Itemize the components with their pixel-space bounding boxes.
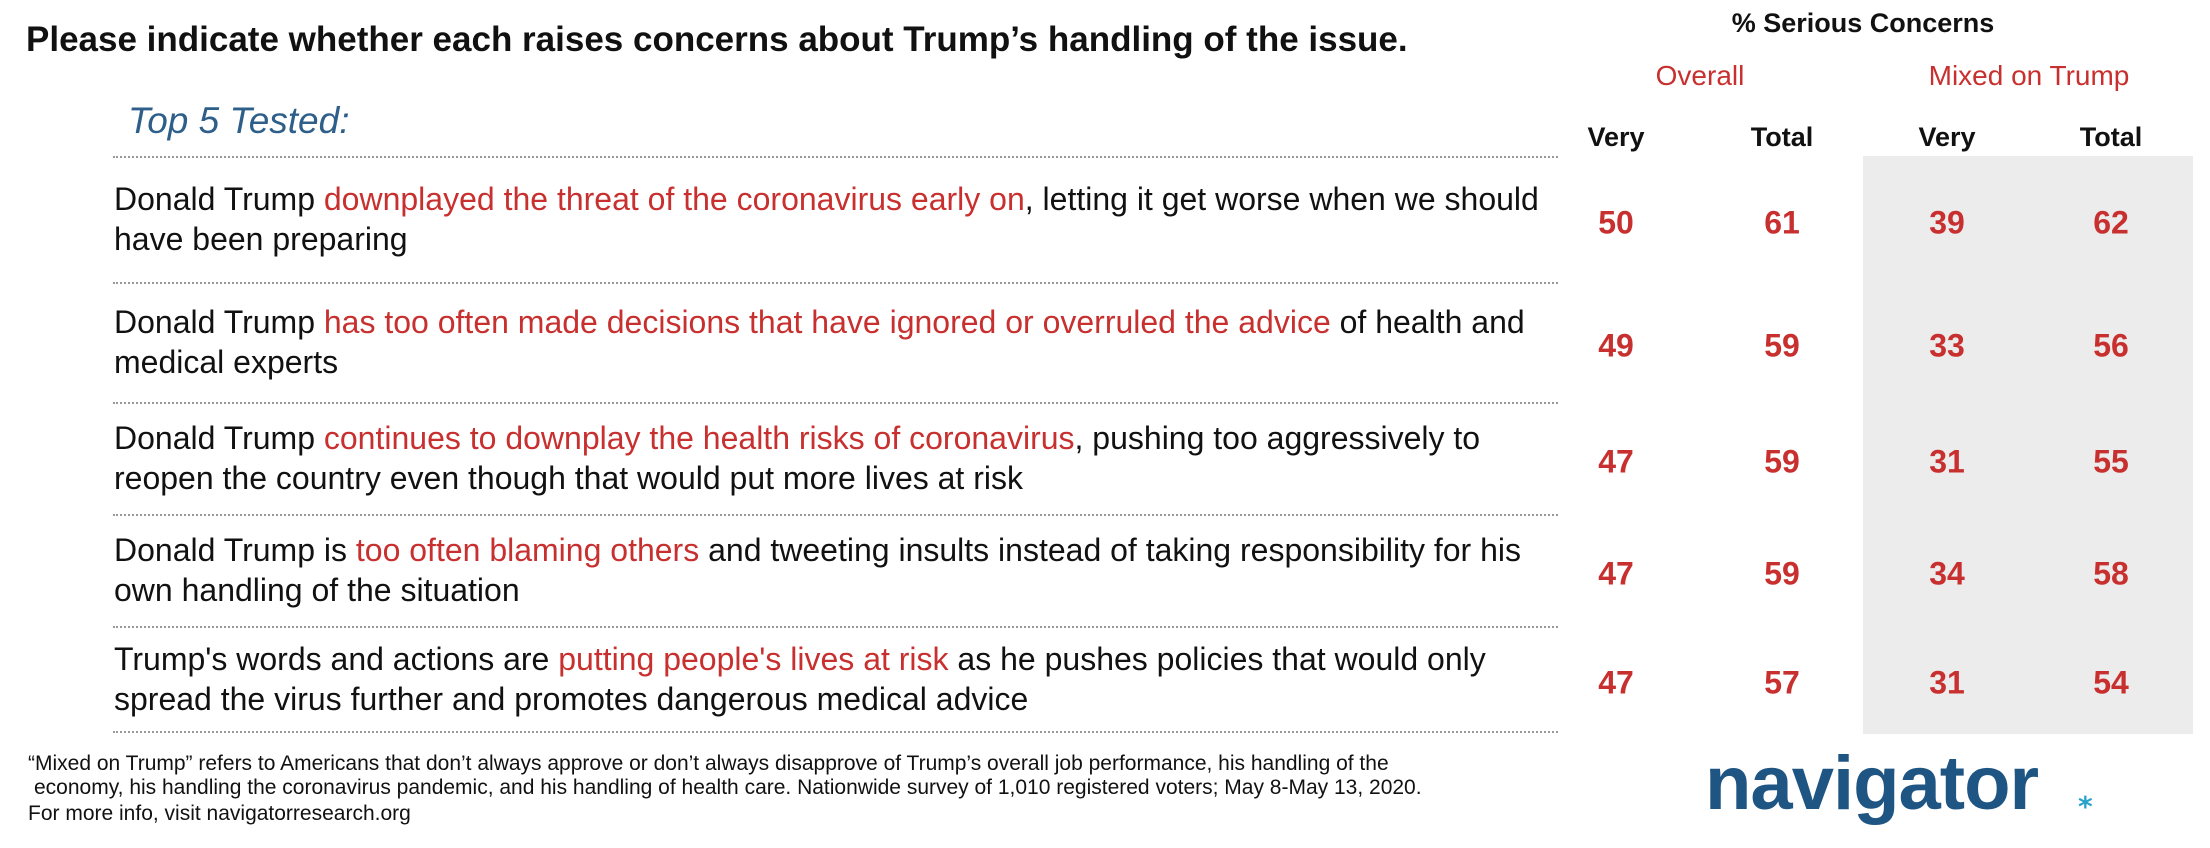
value: 57 [1764,664,1800,700]
value: 47 [1598,443,1634,480]
row: Trump's words and actions are putting pe… [114,626,1564,731]
footnote: economy, his handling the coronavirus pa… [34,776,1422,799]
row-divider [113,514,1558,516]
row: Donald Trump is too often blaming others… [114,514,1564,626]
statement-text: of health and medical experts [114,304,1525,380]
statement-highlight: too often blaming others [355,532,700,568]
statement-text: as he pushes policies that would only sp… [114,640,1486,717]
statement-text: , letting it get worse when we should ha… [114,181,1539,257]
statement: Trump's words and actions are putting pe… [114,639,1564,719]
value: 31 [1929,443,1965,480]
value: 61 [1764,204,1800,241]
value: 58 [2093,555,2129,592]
value: 47 [1598,664,1634,700]
row-divider [113,731,1558,733]
value: 62 [2093,204,2129,241]
statement-text: Donald Trump [114,420,324,456]
column-header: Very [1918,122,1976,152]
footnote: “Mixed on Trump” refers to Americans tha… [28,752,1389,775]
row-divider [113,402,1558,404]
statement-highlight: putting people's lives at risk [558,640,949,677]
statement-text: Donald Trump is [114,532,356,568]
statement-highlight: continues to downplay the health risks o… [323,420,1075,456]
value: 54 [2093,664,2129,700]
column-header: Total [2079,122,2143,152]
statement-text: Donald Trump [114,304,324,340]
row-divider [113,156,1558,158]
value: 34 [1929,555,1965,592]
statement-highlight: has too often made decisions that have i… [323,304,1331,340]
value: 39 [1929,204,1965,241]
value: 55 [2093,443,2129,480]
value: 50 [1598,204,1634,241]
value: 49 [1598,327,1634,364]
value: 33 [1929,327,1965,364]
group-label: Overall [1655,60,1745,91]
value: 31 [1929,664,1965,700]
value: 47 [1598,555,1634,592]
column-header: Very [1587,122,1645,152]
row: Donald Trump continues to downplay the h… [114,402,1564,514]
highlight-band [1863,156,2193,734]
statement: Donald Trump has too often made decision… [114,302,1564,382]
subtitle: Top 5 Tested: [128,100,350,141]
statement: Donald Trump downplayed the threat of th… [114,179,1564,259]
logo: navigator [1705,741,2039,826]
statement-text: Donald Trump [114,181,324,217]
value: 59 [1764,443,1800,480]
row-divider [113,626,1558,628]
logo-star: * [2078,790,2093,823]
statement-highlight: downplayed the threat of the coronavirus… [323,181,1025,217]
group-label: Mixed on Trump [1928,60,2130,91]
title: Please indicate whether each raises conc… [26,20,1408,59]
row-divider [113,282,1558,284]
footnote: For more info, visit navigatorresearch.o… [28,802,411,825]
statement-text: and tweeting insults instead of taking r… [114,532,1521,608]
value: 59 [1764,555,1800,592]
row: Donald Trump has too often made decision… [114,282,1564,402]
statement: Donald Trump continues to downplay the h… [114,418,1564,498]
statement: Donald Trump is too often blaming others… [114,530,1564,610]
statement-text: Trump's words and actions are [114,640,559,677]
header-title: % Serious Concerns [1731,8,1995,38]
column-header: Total [1750,122,1814,152]
statement-text: , pushing too aggressively to reopen the… [114,420,1481,496]
row: Donald Trump downplayed the threat of th… [114,156,1564,282]
value: 56 [2093,327,2129,364]
value: 59 [1764,327,1800,364]
